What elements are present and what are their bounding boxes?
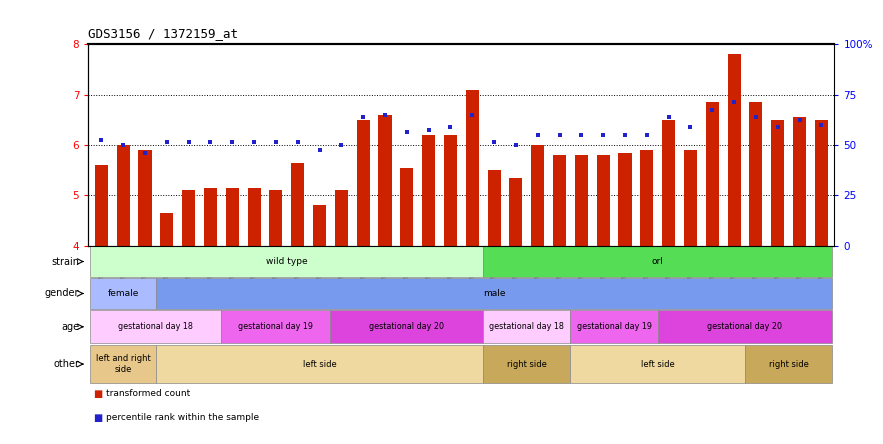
- Bar: [465, 90, 479, 246]
- Text: gender: gender: [45, 289, 79, 298]
- Bar: [204, 188, 217, 246]
- Bar: [483, 345, 570, 383]
- Text: wild type: wild type: [266, 257, 307, 266]
- Bar: [226, 188, 238, 246]
- Bar: [745, 345, 833, 383]
- Bar: [771, 120, 784, 246]
- Text: gestational day 19: gestational day 19: [238, 322, 313, 331]
- Text: ■: ■: [93, 388, 102, 399]
- Bar: [487, 170, 501, 246]
- Bar: [793, 117, 806, 246]
- Text: right side: right side: [507, 360, 547, 369]
- Bar: [269, 190, 283, 246]
- Bar: [553, 155, 566, 246]
- Bar: [570, 310, 658, 343]
- Text: percentile rank within the sample: percentile rank within the sample: [106, 413, 259, 422]
- Bar: [575, 155, 588, 246]
- Bar: [357, 120, 370, 246]
- Text: right side: right side: [769, 360, 809, 369]
- Bar: [422, 135, 435, 246]
- Bar: [483, 246, 833, 277]
- Text: GDS3156 / 1372159_at: GDS3156 / 1372159_at: [88, 27, 238, 40]
- Bar: [335, 190, 348, 246]
- Bar: [400, 167, 413, 246]
- Bar: [597, 155, 610, 246]
- Text: strain: strain: [51, 257, 79, 266]
- Bar: [570, 345, 745, 383]
- Text: transformed count: transformed count: [106, 388, 190, 397]
- Bar: [662, 120, 675, 246]
- Text: age: age: [61, 322, 79, 332]
- Bar: [182, 190, 195, 246]
- Text: gestational day 18: gestational day 18: [489, 322, 564, 331]
- Bar: [139, 150, 152, 246]
- Bar: [90, 278, 156, 309]
- Bar: [90, 310, 222, 343]
- Text: male: male: [483, 289, 505, 298]
- Text: left side: left side: [303, 360, 336, 369]
- Text: left side: left side: [641, 360, 675, 369]
- Bar: [728, 55, 741, 246]
- Bar: [90, 345, 156, 383]
- Bar: [444, 135, 457, 246]
- Bar: [706, 102, 719, 246]
- Bar: [379, 115, 391, 246]
- Text: left and right
side: left and right side: [96, 354, 151, 374]
- Bar: [509, 178, 523, 246]
- Bar: [156, 345, 483, 383]
- Bar: [222, 310, 330, 343]
- Bar: [117, 145, 130, 246]
- Bar: [640, 150, 653, 246]
- Bar: [658, 310, 833, 343]
- Bar: [684, 150, 697, 246]
- Text: gestational day 20: gestational day 20: [707, 322, 782, 331]
- Bar: [330, 310, 483, 343]
- Bar: [161, 213, 173, 246]
- Text: other: other: [53, 359, 79, 369]
- Text: gestational day 20: gestational day 20: [369, 322, 444, 331]
- Bar: [94, 165, 108, 246]
- Text: female: female: [108, 289, 139, 298]
- Bar: [291, 163, 305, 246]
- Bar: [618, 152, 631, 246]
- Bar: [483, 310, 570, 343]
- Bar: [750, 102, 762, 246]
- Text: ■: ■: [93, 413, 102, 423]
- Text: gestational day 18: gestational day 18: [118, 322, 193, 331]
- Bar: [313, 205, 326, 246]
- Bar: [90, 246, 483, 277]
- Bar: [815, 120, 828, 246]
- Text: orl: orl: [652, 257, 664, 266]
- Bar: [532, 145, 544, 246]
- Text: gestational day 19: gestational day 19: [577, 322, 652, 331]
- Bar: [247, 188, 260, 246]
